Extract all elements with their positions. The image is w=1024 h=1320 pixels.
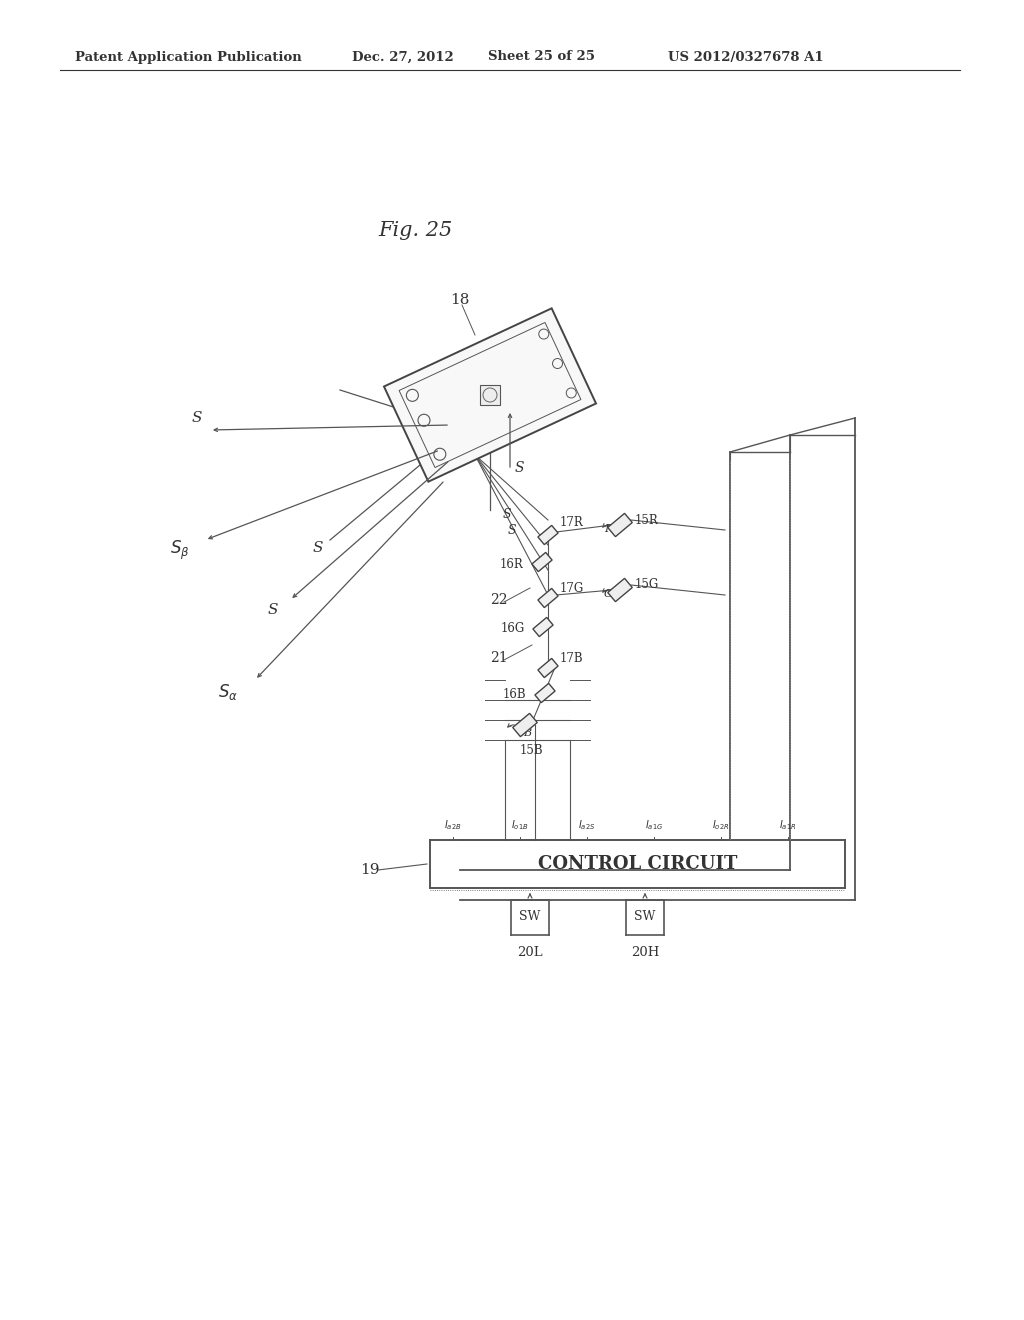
Text: Patent Application Publication: Patent Application Publication bbox=[75, 50, 302, 63]
Polygon shape bbox=[532, 618, 553, 636]
Text: Dec. 27, 2012: Dec. 27, 2012 bbox=[352, 50, 454, 63]
Text: 16R: 16R bbox=[500, 557, 523, 570]
Text: 22: 22 bbox=[490, 593, 508, 607]
Text: $I_{o1B}$: $I_{o1B}$ bbox=[511, 818, 528, 832]
Polygon shape bbox=[538, 589, 558, 607]
Text: 15B: 15B bbox=[520, 743, 544, 756]
Text: 20L: 20L bbox=[517, 946, 543, 960]
Polygon shape bbox=[538, 659, 558, 677]
Bar bbox=[480, 385, 500, 405]
Text: $I_{a1R}$: $I_{a1R}$ bbox=[779, 818, 797, 832]
Text: 15R: 15R bbox=[635, 513, 658, 527]
Text: Fig. 25: Fig. 25 bbox=[378, 220, 453, 239]
Text: 15G: 15G bbox=[635, 578, 659, 591]
Text: S: S bbox=[193, 411, 203, 425]
Text: $I_{a1G}$: $I_{a1G}$ bbox=[645, 818, 664, 832]
Text: US 2012/0327678 A1: US 2012/0327678 A1 bbox=[668, 50, 823, 63]
Text: $S_\alpha$: $S_\alpha$ bbox=[218, 682, 238, 702]
Polygon shape bbox=[607, 513, 632, 537]
Text: $I_{a2B}$: $I_{a2B}$ bbox=[444, 818, 462, 832]
Polygon shape bbox=[513, 713, 538, 737]
Polygon shape bbox=[384, 309, 596, 482]
Text: CONTROL CIRCUIT: CONTROL CIRCUIT bbox=[538, 855, 737, 873]
Text: 17G: 17G bbox=[560, 582, 585, 594]
Text: 17R: 17R bbox=[560, 516, 584, 529]
Text: B: B bbox=[523, 729, 531, 738]
Text: Sheet 25 of 25: Sheet 25 of 25 bbox=[488, 50, 595, 63]
Polygon shape bbox=[535, 684, 555, 702]
Text: $S_\beta$: $S_\beta$ bbox=[170, 539, 189, 561]
Text: $I_{o2R}$: $I_{o2R}$ bbox=[713, 818, 730, 832]
Text: S: S bbox=[268, 603, 279, 616]
Text: G: G bbox=[604, 589, 613, 599]
Text: SW: SW bbox=[519, 911, 541, 924]
Text: 18: 18 bbox=[450, 293, 469, 308]
Text: 19: 19 bbox=[360, 863, 380, 876]
Polygon shape bbox=[607, 578, 632, 602]
Text: S: S bbox=[503, 508, 512, 521]
Text: S: S bbox=[313, 541, 324, 554]
Text: S: S bbox=[515, 461, 524, 475]
Text: 16G: 16G bbox=[501, 623, 525, 635]
Text: S: S bbox=[508, 524, 517, 536]
Polygon shape bbox=[538, 525, 558, 545]
Polygon shape bbox=[531, 552, 552, 572]
Text: 17B: 17B bbox=[560, 652, 584, 664]
Text: R: R bbox=[604, 524, 612, 535]
Text: 21: 21 bbox=[490, 651, 508, 665]
Text: 20H: 20H bbox=[631, 946, 659, 960]
Text: 16B: 16B bbox=[503, 689, 526, 701]
Text: $I_{a2S}$: $I_{a2S}$ bbox=[579, 818, 596, 832]
Text: SW: SW bbox=[634, 911, 655, 924]
